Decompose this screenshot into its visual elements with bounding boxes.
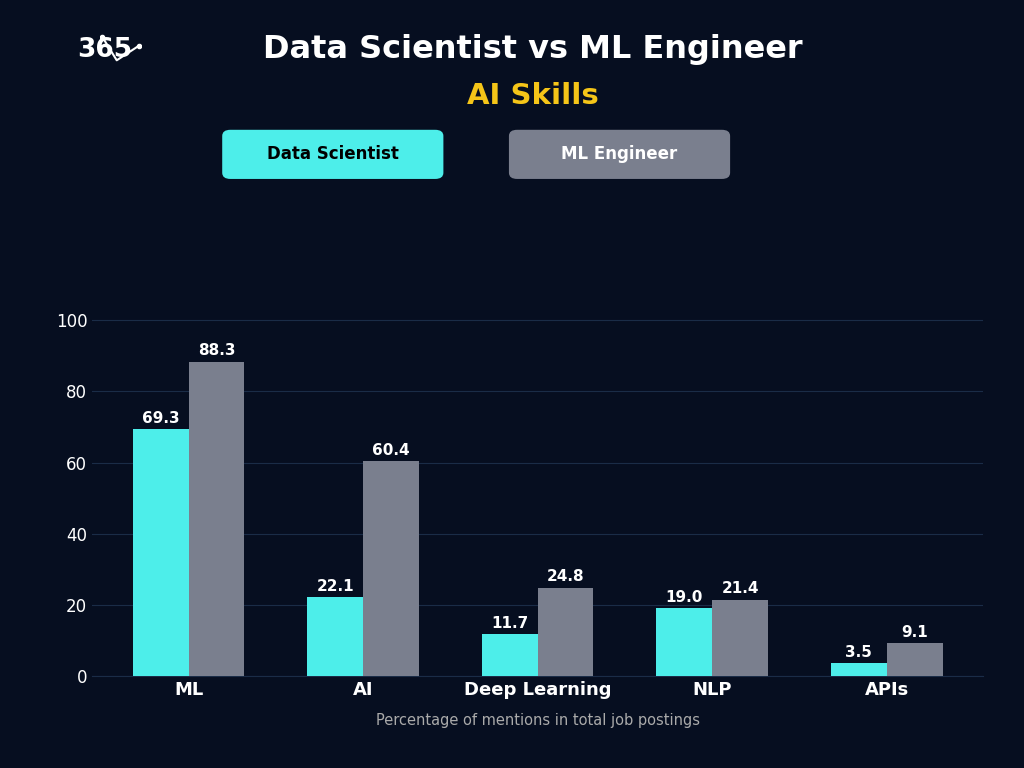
Text: 88.3: 88.3 xyxy=(198,343,236,359)
Text: ML Engineer: ML Engineer xyxy=(561,145,678,164)
Bar xyxy=(712,600,768,676)
Text: 3.5: 3.5 xyxy=(846,645,872,660)
Text: AI Skills: AI Skills xyxy=(467,82,598,110)
Text: 11.7: 11.7 xyxy=(492,616,528,631)
Text: 9.1: 9.1 xyxy=(901,625,928,640)
Bar xyxy=(364,461,419,676)
Text: 22.1: 22.1 xyxy=(316,579,354,594)
Text: 24.8: 24.8 xyxy=(547,569,585,584)
X-axis label: Percentage of mentions in total job postings: Percentage of mentions in total job post… xyxy=(376,713,699,727)
Bar xyxy=(887,644,942,676)
Bar xyxy=(656,608,712,676)
Text: Data Scientist vs ML Engineer: Data Scientist vs ML Engineer xyxy=(263,35,802,65)
Text: Data Scientist: Data Scientist xyxy=(267,145,398,164)
Text: 365: 365 xyxy=(77,37,132,63)
Bar xyxy=(830,664,887,676)
Bar xyxy=(307,598,364,676)
Text: 69.3: 69.3 xyxy=(141,411,179,426)
Bar xyxy=(538,588,594,676)
Bar xyxy=(133,429,188,676)
Text: 19.0: 19.0 xyxy=(666,590,702,604)
Text: 60.4: 60.4 xyxy=(372,442,410,458)
Bar xyxy=(481,634,538,676)
Bar xyxy=(188,362,245,676)
Text: 21.4: 21.4 xyxy=(721,581,759,596)
